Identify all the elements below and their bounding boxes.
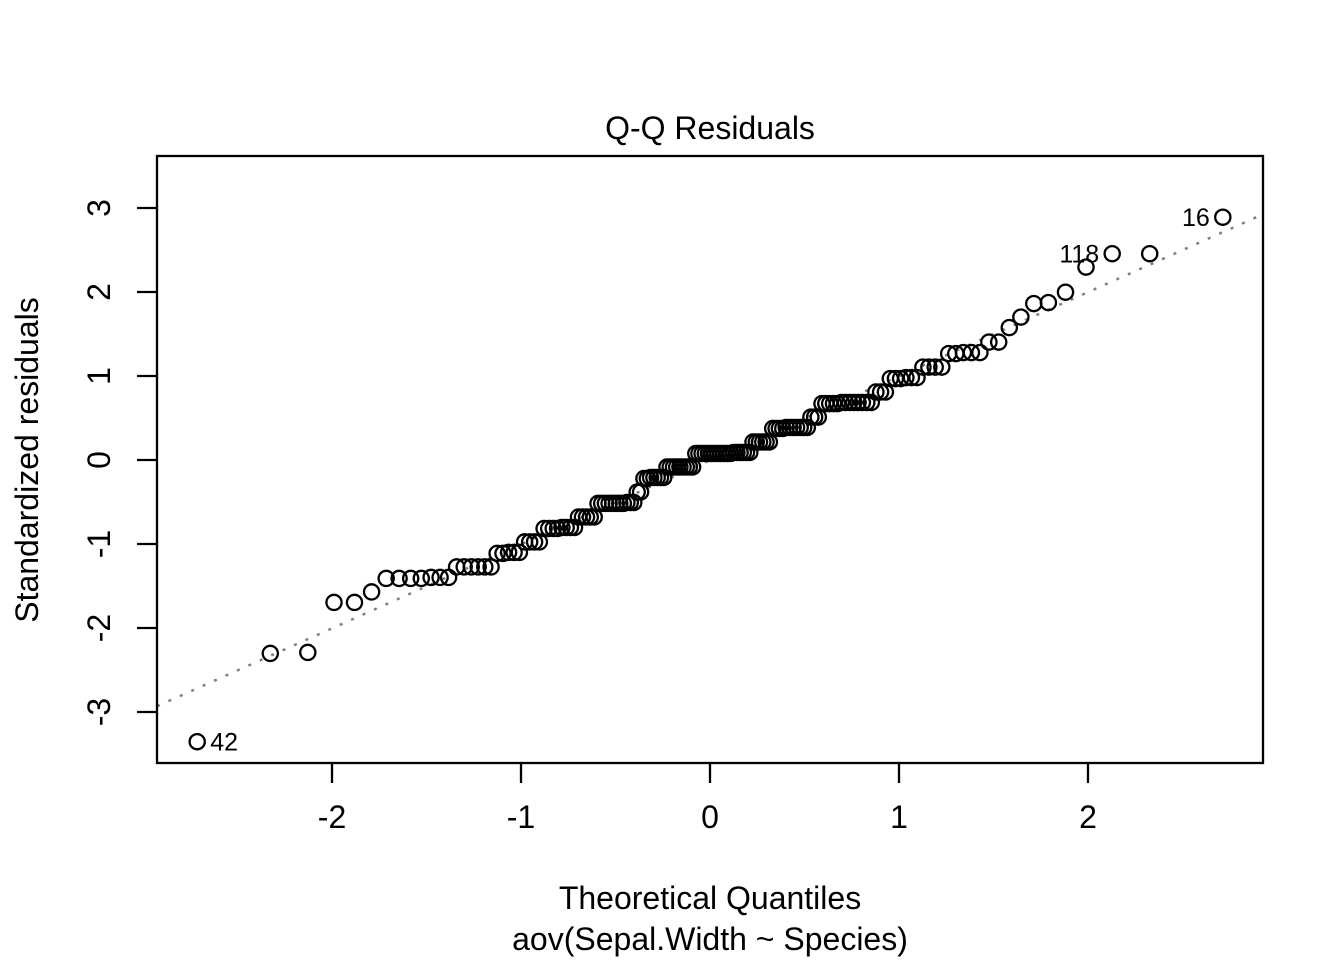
data-point [476,558,494,576]
data-point [954,343,973,362]
data-point [539,519,558,538]
data-point [525,533,544,551]
x-tick-label: 2 [1079,799,1097,835]
x-tick-label: -1 [507,799,535,835]
y-tick-label: -3 [81,698,117,726]
data-point [390,569,408,588]
data-point [867,383,885,401]
data-point [1056,283,1075,301]
data-point [920,358,938,376]
data-point [505,543,523,562]
data-point [871,383,890,401]
x-tick-label: -2 [318,799,346,835]
data-points [188,208,1232,751]
data-point [1025,294,1043,313]
data-point [980,333,998,351]
data-point [1039,293,1058,312]
model-caption: aov(Sepal.Width ~ Species) [512,921,908,957]
x-axis-label: Theoretical Quantiles [558,880,862,916]
data-point [345,593,364,612]
point-labels: 42 118 16 [210,204,1210,757]
data-point [962,343,981,362]
data-point [933,358,951,376]
data-point [510,543,529,562]
data-point [926,358,944,376]
data-point [853,393,872,412]
data-point [971,343,989,362]
y-axis-label: Standardized residuals [9,297,45,623]
data-point [422,568,440,587]
data-point [455,558,473,576]
data-point [897,368,915,387]
data-point [412,569,431,588]
x-tick-label: 1 [890,799,908,835]
point-label-42: 42 [210,729,238,757]
data-point [1012,308,1030,326]
data-point [902,368,921,387]
data-point [544,519,562,538]
data-point [1140,244,1159,263]
y-tick-label: 2 [81,283,117,301]
reference-line [156,213,1264,708]
data-point [858,393,876,412]
data-point [535,519,553,538]
data-point [188,732,206,751]
data-point [362,583,381,601]
data-point [1077,258,1095,276]
y-tick-label: -1 [81,530,117,558]
point-label-16: 16 [1182,204,1210,232]
data-point [462,558,481,576]
data-point [431,568,449,587]
data-point [1000,318,1019,337]
data-point [469,558,487,576]
data-point [862,393,881,412]
data-point [299,643,317,662]
data-point [377,569,395,588]
y-tick-label: 0 [81,451,117,469]
data-point [499,543,518,562]
data-point [401,569,420,588]
data-point [261,644,280,663]
data-point [1103,244,1121,263]
plot-title: Q-Q Residuals [605,110,815,146]
y-tick-label: 3 [81,199,117,217]
x-axis-ticks: -2 -1 0 1 2 [318,763,1097,835]
data-point [488,544,506,563]
data-point [914,358,932,376]
x-tick-label: 0 [701,799,719,835]
data-point [1214,208,1232,226]
y-axis-ticks: -3 -2 -1 0 1 2 3 [81,199,157,726]
data-point [989,333,1008,351]
data-point [520,533,539,551]
data-point [325,593,343,612]
y-tick-label: -2 [81,614,117,642]
point-label-118: 118 [1059,241,1099,269]
y-tick-label: 1 [81,367,117,385]
